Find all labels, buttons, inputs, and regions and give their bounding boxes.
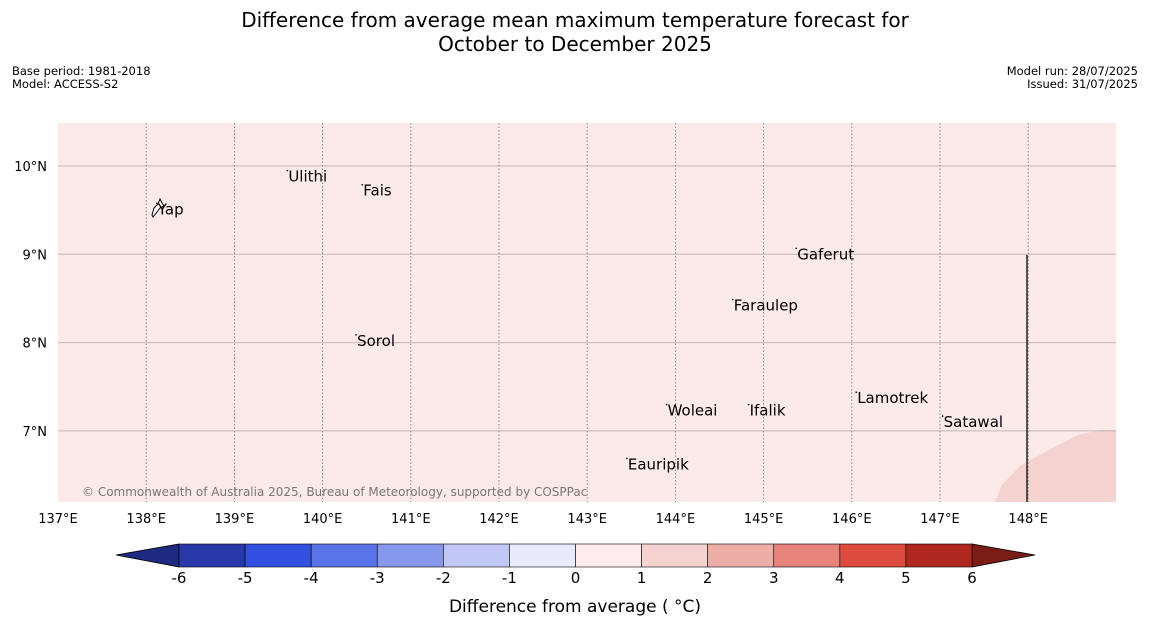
place-label: Satawal bbox=[944, 413, 1003, 431]
latitude-tick-label: 8°N bbox=[23, 337, 48, 352]
latitude-tick-label: 7°N bbox=[23, 425, 48, 440]
colorbar-under-arrow bbox=[115, 543, 180, 568]
place-woleai: Woleai bbox=[665, 402, 718, 420]
colorbar-ticks: -6 -5 -4 -3 -2 -1 0 1 2 3 4 5 6 bbox=[172, 569, 977, 587]
colorbar-cell bbox=[509, 543, 576, 568]
title-line-1: Difference from average mean maximum tem… bbox=[241, 8, 909, 32]
colorbar-tick-label: -6 bbox=[172, 569, 187, 587]
colorbar-tick-label: 4 bbox=[835, 569, 845, 587]
longitude-tick-label: 146°E bbox=[832, 512, 872, 527]
place-marker bbox=[665, 403, 668, 406]
colorbar-tick-label: -5 bbox=[238, 569, 253, 587]
latitude-axis: 10°N 9°N 8°N 7°N bbox=[14, 160, 47, 440]
longitude-tick-label: 139°E bbox=[215, 512, 255, 527]
colorbar-tick-label: 6 bbox=[967, 569, 977, 587]
colorbar-tick-label: -1 bbox=[502, 569, 517, 587]
longitude-tick-label: 144°E bbox=[656, 512, 696, 527]
model-run: Model run: 28/07/2025 bbox=[1006, 64, 1138, 78]
place-marker bbox=[286, 169, 289, 172]
model-name: Model: ACCESS-S2 bbox=[12, 77, 119, 91]
colorbar-cell bbox=[641, 543, 708, 568]
issued-date: Issued: 31/07/2025 bbox=[1027, 77, 1138, 91]
colorbar-cell bbox=[178, 543, 246, 568]
place-marker bbox=[855, 391, 858, 394]
colorbar-cell bbox=[773, 543, 841, 568]
place-label: Faraulep bbox=[734, 297, 798, 315]
place-sorol: Sorol bbox=[355, 332, 395, 350]
title-line-2: October to December 2025 bbox=[438, 32, 712, 56]
place-lamotrek: Lamotrek bbox=[855, 389, 928, 407]
place-faraulep: Faraulep bbox=[731, 297, 798, 315]
place-yap: Yap bbox=[155, 200, 184, 218]
place-marker bbox=[795, 247, 798, 250]
longitude-gridlines bbox=[145, 123, 1029, 502]
longitude-tick-label: 138°E bbox=[126, 512, 166, 527]
colorbar-cells bbox=[178, 543, 973, 568]
place-labels: Yap Ulithi Fais Gaferut Faraulep Sorol Lamotre… bbox=[155, 168, 1003, 473]
place-label: Eauripik bbox=[628, 455, 689, 473]
colorbar: -6 -5 -4 -3 -2 -1 0 1 2 3 4 5 6 Difference from aver… bbox=[115, 543, 1036, 617]
place-ifalik: Ifalik bbox=[747, 402, 786, 420]
place-label: Ulithi bbox=[288, 168, 327, 186]
colorbar-cell bbox=[244, 543, 312, 568]
colorbar-tick-label: 1 bbox=[637, 569, 647, 587]
place-gaferut: Gaferut bbox=[795, 245, 854, 263]
colorbar-tick-label: -3 bbox=[370, 569, 385, 587]
place-label: Lamotrek bbox=[857, 389, 928, 407]
place-label: Yap bbox=[157, 200, 184, 218]
longitude-tick-label: 143°E bbox=[567, 512, 607, 527]
colorbar-tick-label: 2 bbox=[703, 569, 713, 587]
colorbar-tick-label: 3 bbox=[769, 569, 779, 587]
place-satawal: Satawal bbox=[941, 413, 1003, 431]
longitude-tick-label: 142°E bbox=[479, 512, 519, 527]
colorbar-cell bbox=[376, 543, 444, 568]
base-period: Base period: 1981-2018 bbox=[12, 64, 151, 78]
colorbar-cell bbox=[707, 543, 775, 568]
colorbar-tick-label: -2 bbox=[436, 569, 451, 587]
yap-island-outline bbox=[151, 197, 165, 218]
longitude-tick-label: 145°E bbox=[744, 512, 784, 527]
longitude-axis: 137°E 138°E 139°E 140°E 141°E 142°E 143°E 144°E… bbox=[38, 512, 1048, 527]
longitude-tick-label: 137°E bbox=[38, 512, 78, 527]
place-marker bbox=[747, 403, 750, 406]
place-label: Fais bbox=[363, 182, 392, 200]
longitude-tick-label: 148°E bbox=[1008, 512, 1048, 527]
longitude-tick-label: 141°E bbox=[391, 512, 431, 527]
place-label: Ifalik bbox=[750, 402, 786, 420]
colorbar-tick-label: -4 bbox=[304, 569, 319, 587]
colorbar-tick-label: 5 bbox=[901, 569, 911, 587]
latitude-tick-label: 9°N bbox=[23, 248, 48, 263]
meta-left: Base period: 1981-2018 Model: ACCESS-S2 bbox=[12, 65, 151, 91]
place-label: Gaferut bbox=[797, 245, 854, 263]
colorbar-cell bbox=[443, 543, 510, 568]
place-marker bbox=[731, 298, 734, 301]
colorbar-cell bbox=[839, 543, 907, 568]
place-marker bbox=[155, 202, 158, 205]
place-marker bbox=[355, 334, 357, 336]
place-eauripik: Eauripik bbox=[626, 455, 689, 473]
place-fais: Fais bbox=[361, 182, 392, 200]
meta-right: Model run: 28/07/2025 Issued: 31/07/2025 bbox=[1007, 65, 1138, 91]
place-ulithi: Ulithi bbox=[286, 168, 327, 186]
longitude-tick-label: 140°E bbox=[303, 512, 343, 527]
place-label: Woleai bbox=[668, 402, 718, 420]
colorbar-over-arrow bbox=[971, 543, 1036, 568]
colorbar-label: Difference from average ( °C) bbox=[449, 597, 701, 617]
colorbar-cell bbox=[575, 543, 642, 568]
place-marker bbox=[626, 457, 628, 460]
map-panel: Yap Ulithi Fais Gaferut Faraulep Sorol Lamotre… bbox=[14, 123, 1116, 527]
anomaly-region-stronger bbox=[995, 430, 1116, 502]
copyright-text: © Commonwealth of Australia 2025, Bureau… bbox=[82, 485, 587, 499]
colorbar-tick-label: 0 bbox=[571, 569, 581, 587]
place-marker bbox=[941, 415, 944, 417]
place-label: Sorol bbox=[357, 332, 395, 350]
longitude-tick-label: 147°E bbox=[920, 512, 960, 527]
colorbar-cell bbox=[310, 543, 378, 568]
latitude-tick-label: 10°N bbox=[14, 160, 47, 175]
colorbar-cell bbox=[905, 543, 973, 568]
map-title: Difference from average mean maximum tem… bbox=[0, 8, 1150, 56]
place-marker bbox=[361, 183, 364, 186]
